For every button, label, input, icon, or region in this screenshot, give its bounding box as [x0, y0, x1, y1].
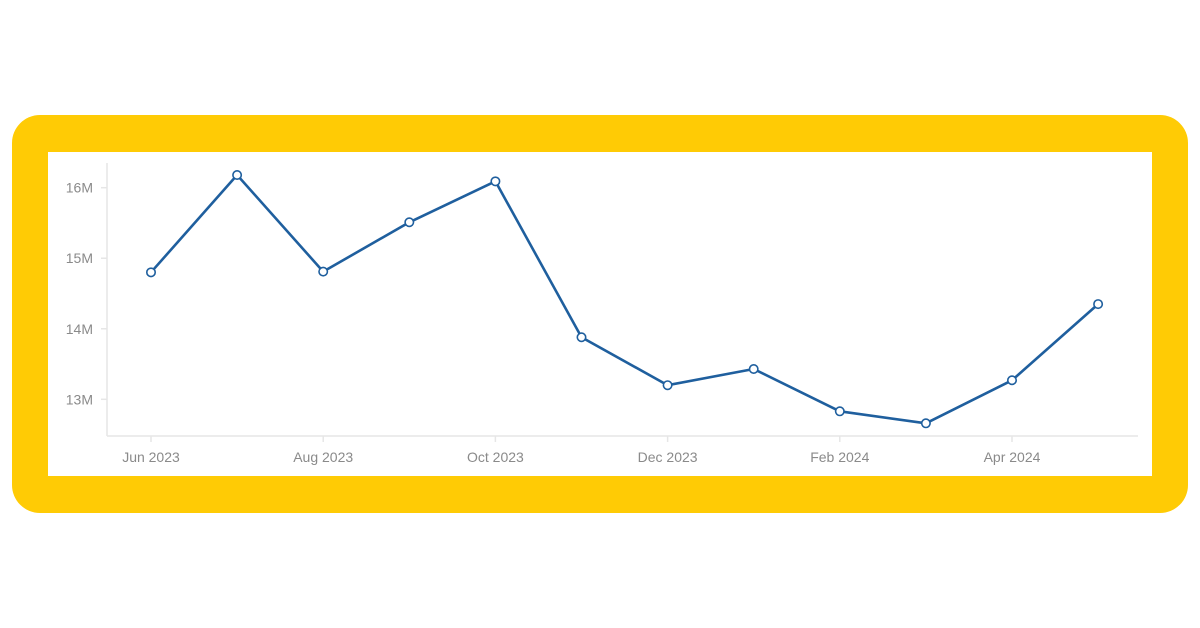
data-point[interactable]	[146, 267, 157, 278]
chart-panel	[48, 152, 1152, 476]
x-tick-label: Jun 2023	[122, 449, 180, 465]
y-tick-label: 13M	[66, 391, 93, 407]
series-group	[146, 169, 1104, 429]
data-point[interactable]	[662, 380, 673, 391]
data-point[interactable]	[748, 363, 759, 374]
data-point[interactable]	[1093, 299, 1104, 310]
data-point[interactable]	[920, 418, 931, 429]
data-point[interactable]	[404, 217, 415, 228]
y-tick-label: 14M	[66, 321, 93, 337]
data-point[interactable]	[834, 406, 845, 417]
data-point[interactable]	[1006, 375, 1017, 386]
data-point[interactable]	[576, 332, 587, 343]
series-line	[149, 173, 1100, 425]
axes	[106, 163, 1138, 437]
x-tick-label: Apr 2024	[984, 449, 1041, 465]
data-point[interactable]	[490, 176, 501, 187]
x-tick-label: Feb 2024	[810, 449, 869, 465]
data-point[interactable]	[232, 169, 243, 180]
x-axis-ticks: Jun 2023 Aug 2023 Oct 2023 Dec 2023 Feb 2024…	[122, 436, 1041, 465]
x-tick-label: Oct 2023	[467, 449, 524, 465]
y-tick-label: 16M	[66, 180, 93, 196]
data-point[interactable]	[318, 266, 329, 277]
y-tick-label: 15M	[66, 250, 93, 266]
x-tick-label: Aug 2023	[293, 449, 353, 465]
x-tick-label: Dec 2023	[638, 449, 698, 465]
y-axis-ticks: 13M 14M 15M 16M	[66, 180, 107, 407]
